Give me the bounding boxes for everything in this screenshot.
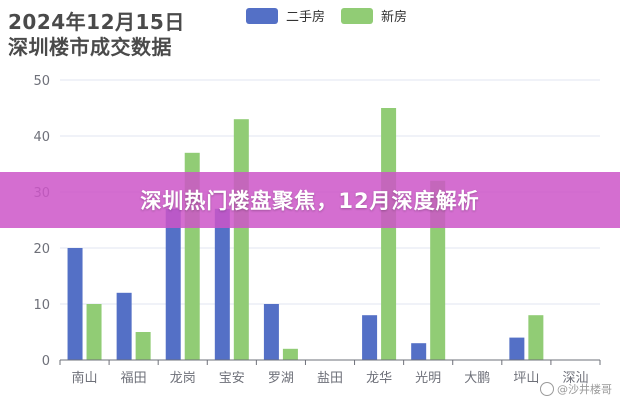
legend-swatch-new-house (341, 7, 374, 24)
legend-label-new-house: 新房 (381, 10, 408, 25)
x-tick-label: 大鹏 (464, 371, 490, 386)
watermark-text: @沙井楼哥 (557, 383, 612, 396)
bar-second-hand (411, 343, 427, 360)
x-tick-label: 罗湖 (268, 371, 294, 386)
headline-banner: 深圳热门楼盘聚焦，12月深度解析 (0, 172, 620, 228)
bar-new-house (86, 304, 102, 360)
bar-second-hand (214, 208, 230, 360)
chart-title-date: 2024年12月15日 (8, 10, 185, 34)
y-tick-label: 0 (42, 354, 50, 369)
chart-title: 深圳楼市成交数据 (8, 35, 172, 59)
legend-item-new-house[interactable]: 新房 (341, 6, 407, 25)
y-tick-label: 10 (33, 298, 50, 313)
bar-new-house (233, 119, 249, 360)
bar-new-house (135, 332, 151, 360)
watermark-logo-icon (540, 382, 554, 396)
legend-item-second-hand[interactable]: 二手房 (246, 6, 325, 25)
bar-second-hand (165, 208, 181, 360)
bar-new-house (528, 315, 544, 360)
headline-text: 深圳热门楼盘聚焦，12月深度解析 (140, 189, 480, 213)
x-tick-label: 光明 (415, 371, 441, 386)
legend-swatch-second-hand (246, 7, 278, 24)
x-tick-label: 深汕 (562, 371, 588, 386)
x-tick-label: 龙岗 (170, 371, 196, 386)
bar-second-hand (263, 304, 279, 360)
bar-new-house (381, 108, 397, 360)
x-tick-label: 坪山 (513, 371, 539, 386)
x-tick-label: 龙华 (366, 371, 392, 386)
legend-label-second-hand: 二手房 (286, 10, 326, 25)
y-tick-label: 20 (33, 242, 50, 257)
x-tick-label: 宝安 (219, 371, 245, 386)
bar-second-hand (362, 315, 378, 360)
legend: 二手房 新房 (246, 6, 407, 25)
bar-second-hand (67, 248, 83, 360)
x-tick-label: 盐田 (317, 371, 343, 386)
x-tick-label: 南山 (72, 370, 98, 386)
bar-second-hand (509, 337, 525, 360)
watermark: @沙井楼哥 (540, 381, 612, 397)
y-tick-label: 40 (33, 130, 50, 145)
bar-second-hand (116, 292, 132, 360)
y-tick-label: 50 (33, 74, 50, 89)
x-tick-label: 福田 (121, 371, 147, 386)
bar-new-house (282, 348, 298, 360)
